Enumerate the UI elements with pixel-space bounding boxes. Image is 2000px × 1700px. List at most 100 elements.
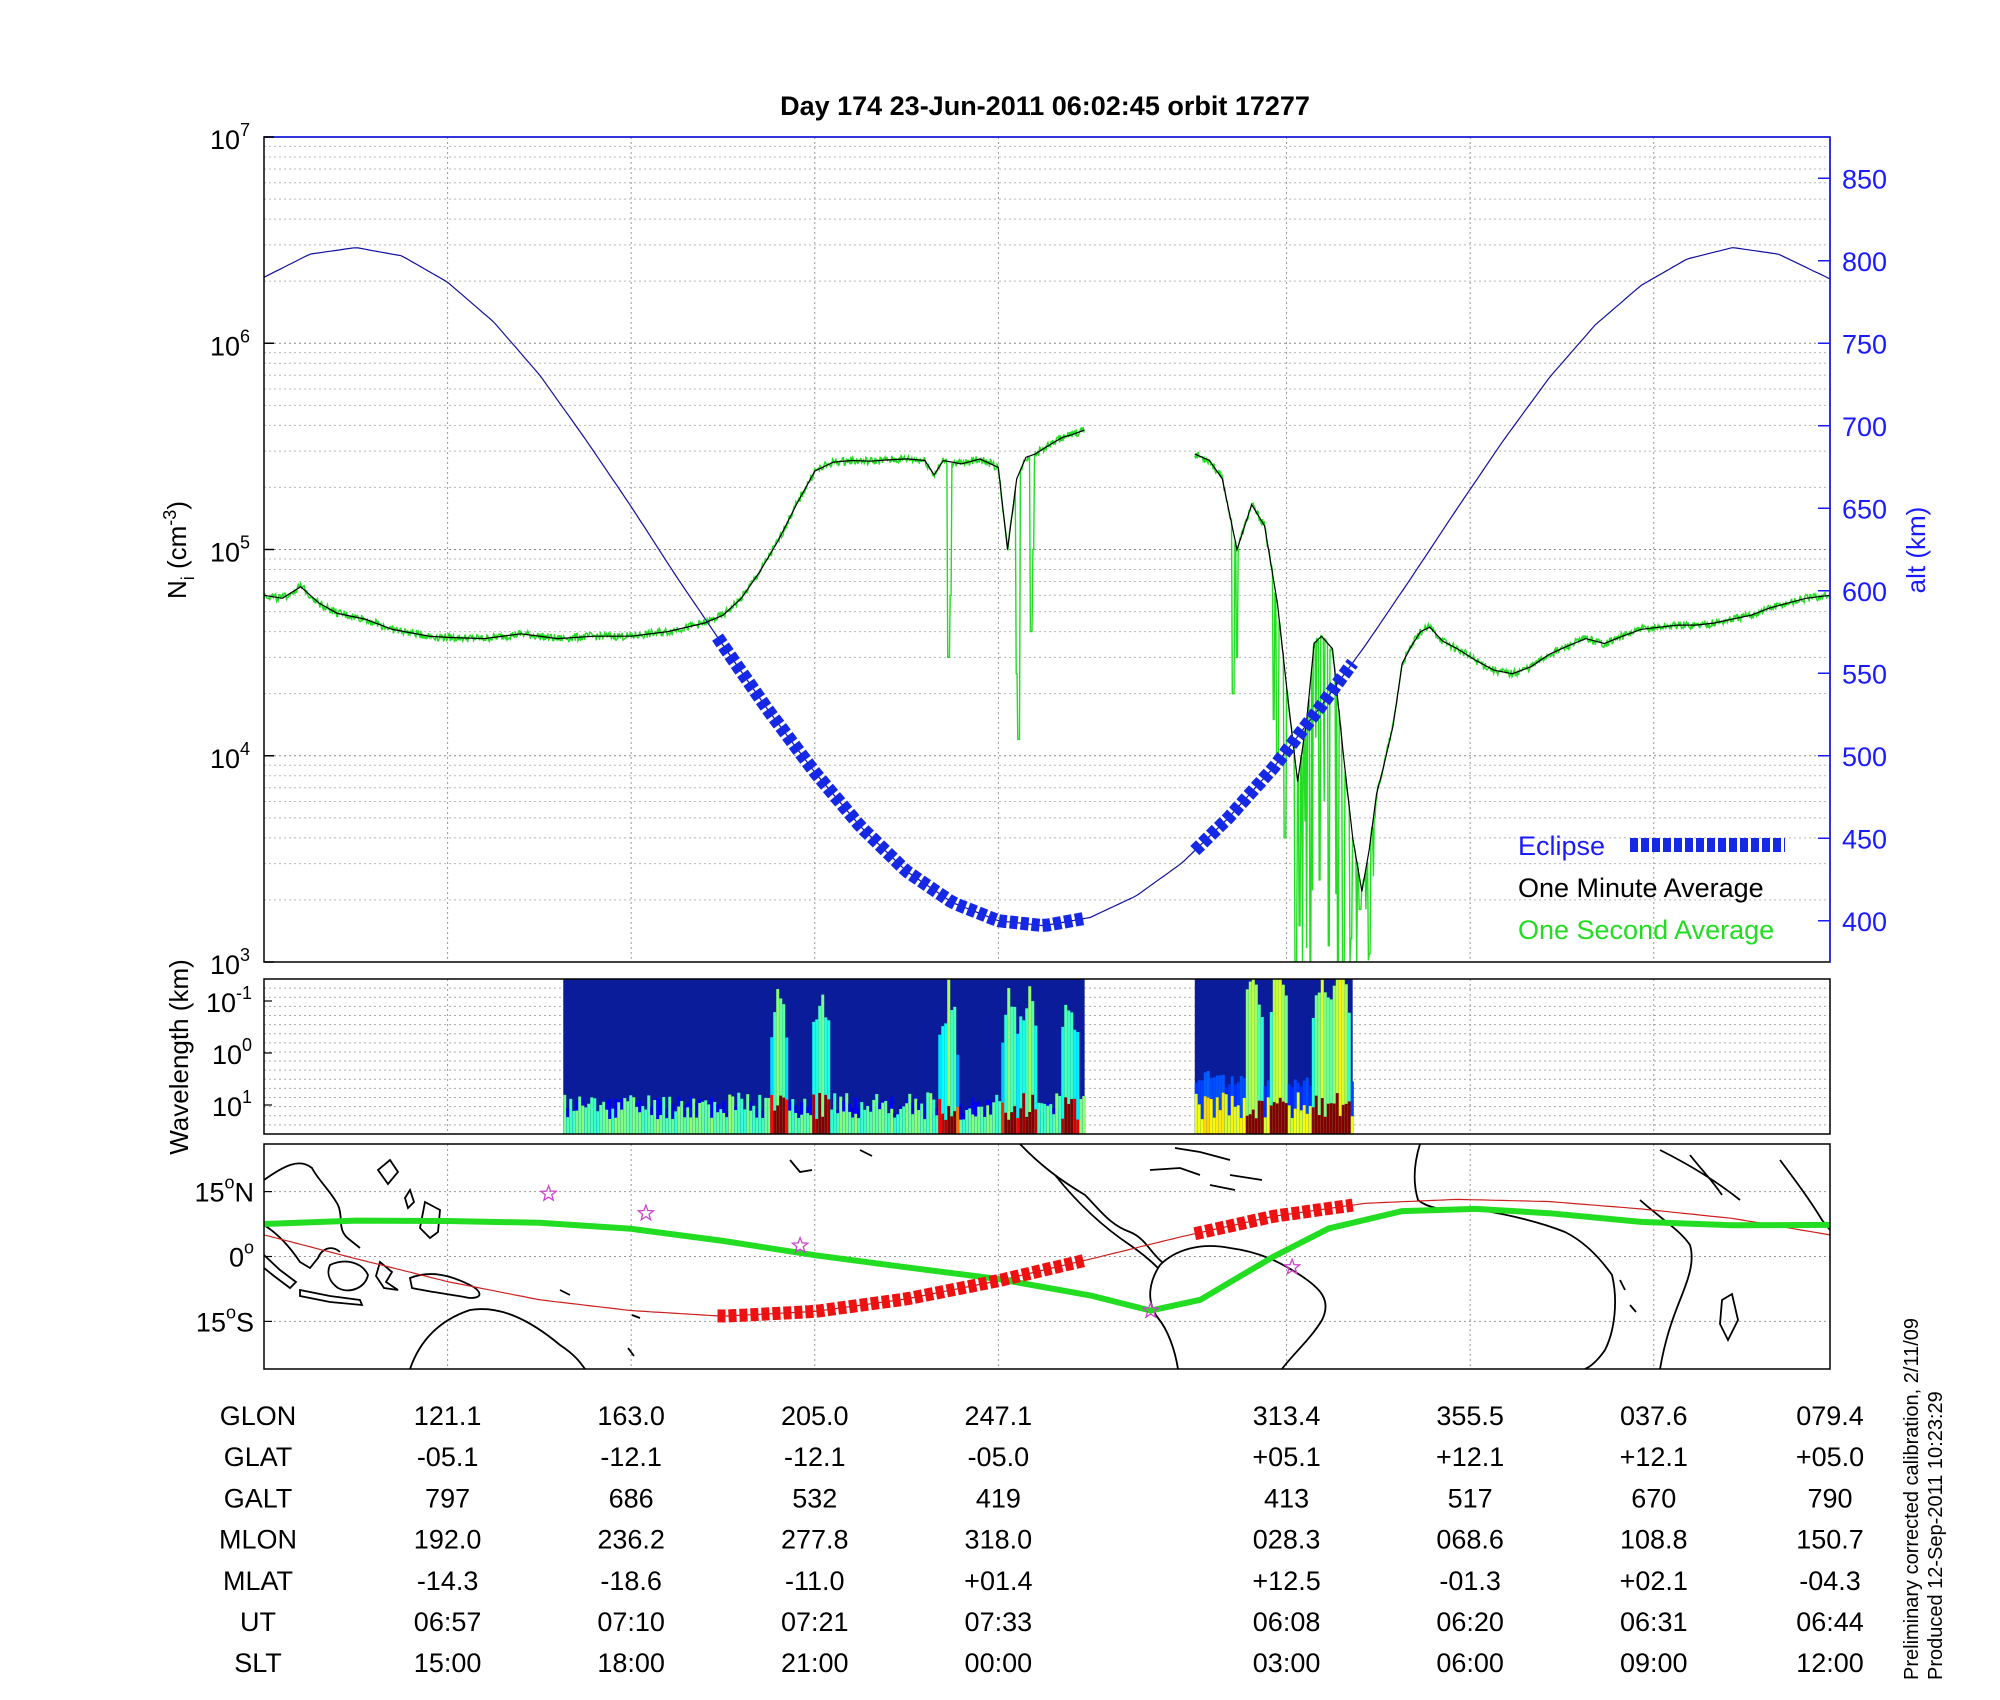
- calibration-note: Preliminary corrected calibration, 2/11/…: [1901, 1318, 1923, 1680]
- y-axis-label-main: N: [162, 580, 192, 599]
- table-cell: 037.6: [1620, 1401, 1688, 1431]
- spectrogram-column-base: [1344, 1103, 1348, 1134]
- spectrogram-column-base: [1197, 1104, 1201, 1134]
- tick-exponent: 6: [240, 326, 250, 346]
- spectrogram-column: [1263, 1086, 1267, 1134]
- spectrogram-column-base: [1001, 1102, 1005, 1134]
- tick-base: 10: [212, 1092, 242, 1122]
- spectrogram-column-base: [824, 1094, 828, 1134]
- spectrogram-column: [1022, 1020, 1026, 1134]
- spectrogram-column-base: [950, 1116, 954, 1134]
- spectrogram-data: [563, 979, 1354, 1134]
- spectrogram-column: [1341, 979, 1345, 1134]
- right-tick-label: 400: [1842, 907, 1887, 937]
- spectrogram-column-base: [1266, 1097, 1270, 1134]
- spectrogram-column: [671, 1103, 675, 1134]
- spectrogram-column: [1004, 1014, 1008, 1134]
- spectrogram-column-base: [851, 1117, 855, 1134]
- coastline-caribbean: [1149, 1147, 1263, 1191]
- coastline-mexico-pacific: [1054, 1174, 1159, 1269]
- spectrogram-column-base: [749, 1110, 753, 1134]
- spectrogram-column-base: [1260, 1100, 1264, 1134]
- left-tick-label: 105: [210, 533, 250, 568]
- spectrogram-column: [1332, 985, 1336, 1134]
- table-cell: -05.0: [968, 1442, 1030, 1472]
- spectrogram-column-base: [818, 1092, 822, 1134]
- spectrogram-column: [944, 1023, 948, 1134]
- table-cell: 07:33: [965, 1607, 1033, 1637]
- main-gridlines: [264, 145, 1830, 963]
- spectrogram-column-base: [926, 1092, 930, 1134]
- table-cell: +05.0: [1796, 1442, 1864, 1472]
- spectrogram-column-base: [677, 1106, 681, 1134]
- table-cell: 09:00: [1620, 1648, 1688, 1678]
- table-cell: 150.7: [1796, 1525, 1864, 1555]
- table-cell: 205.0: [781, 1401, 849, 1431]
- spectrogram-column-base: [1016, 1118, 1020, 1134]
- spectrogram-column-base: [1314, 1095, 1318, 1134]
- spectrogram-column-base: [923, 1119, 927, 1134]
- spectrogram-column-base: [998, 1101, 1002, 1134]
- y-axis-label-unit-close: ): [162, 501, 192, 510]
- spectrogram-column-base: [1326, 1103, 1330, 1134]
- spectrogram-column-base: [845, 1093, 849, 1134]
- spectrogram-column-base: [1245, 1115, 1249, 1134]
- spectrogram-column-base: [623, 1098, 627, 1134]
- coastline-new-guinea: [408, 1273, 481, 1299]
- coastline-sulawesi: [375, 1260, 399, 1291]
- star-marker: [790, 1235, 810, 1254]
- left-tick-label: 104: [210, 739, 250, 774]
- table-cell: -05.1: [417, 1442, 479, 1472]
- spectrogram-column-base: [869, 1111, 873, 1134]
- spectrogram-column-base: [590, 1097, 594, 1134]
- spectrogram-column-base: [572, 1110, 576, 1134]
- spectrogram-column-base: [986, 1105, 990, 1134]
- table-cell: 163.0: [597, 1401, 665, 1431]
- coastline-south-america: [1149, 1245, 1327, 1369]
- table-cell: -04.3: [1799, 1566, 1861, 1596]
- y-axis-label: Ni (cm-3): [160, 501, 198, 599]
- spectrogram-column: [1335, 979, 1339, 1134]
- spectrogram-column-base: [1248, 1114, 1252, 1134]
- table-cell: 12:00: [1796, 1648, 1864, 1678]
- spectrogram-column-base: [866, 1105, 870, 1134]
- spectrogram-column: [779, 998, 783, 1134]
- spectrogram-column-base: [638, 1112, 642, 1134]
- spectrogram-column: [1064, 1004, 1068, 1134]
- spectrogram-column-base: [791, 1099, 795, 1134]
- spectrogram-column: [1350, 1081, 1354, 1134]
- spectrogram-column: [1034, 1025, 1038, 1134]
- spectrogram-column-base: [674, 1111, 678, 1134]
- table-cell: 00:00: [965, 1648, 1033, 1678]
- coastline-japan: [376, 1158, 400, 1186]
- table-cell: +02.1: [1620, 1566, 1688, 1596]
- tick-exponent: 7: [240, 120, 250, 140]
- spectrogram-column: [1347, 1012, 1351, 1134]
- spectrogram-column-base: [875, 1094, 879, 1134]
- y2-axis-label: alt (km): [1901, 507, 1931, 594]
- spectrogram-column-base: [806, 1113, 810, 1134]
- spectrogram-column-base: [1194, 1093, 1198, 1134]
- table-cell: 068.6: [1436, 1525, 1504, 1555]
- spectrogram-column-base: [890, 1108, 894, 1134]
- spectrogram-column: [1028, 986, 1032, 1134]
- eclipse-track-segment-2: [1193, 1198, 1354, 1241]
- spectrogram-column-base: [935, 1115, 939, 1134]
- spectrogram-column-base: [1233, 1106, 1237, 1134]
- table-cell: 18:00: [597, 1648, 665, 1678]
- table-row-label: MLON: [219, 1525, 297, 1555]
- eclipse-track-segment-1: [717, 1254, 1087, 1323]
- spectrogram-column: [1212, 1077, 1216, 1134]
- spectrogram-column-base: [1055, 1093, 1059, 1134]
- coastline-india: [1779, 1159, 1830, 1231]
- spectrogram-column-base: [722, 1112, 726, 1134]
- spectrogram-column-base: [1052, 1114, 1056, 1134]
- degree-symbol: o: [244, 1238, 254, 1258]
- map-tick-label: 15oS: [196, 1302, 254, 1337]
- spectrogram-column-base: [1341, 1104, 1345, 1134]
- spectrogram-column-base: [1251, 1109, 1255, 1134]
- spectrogram-column: [1293, 1079, 1297, 1134]
